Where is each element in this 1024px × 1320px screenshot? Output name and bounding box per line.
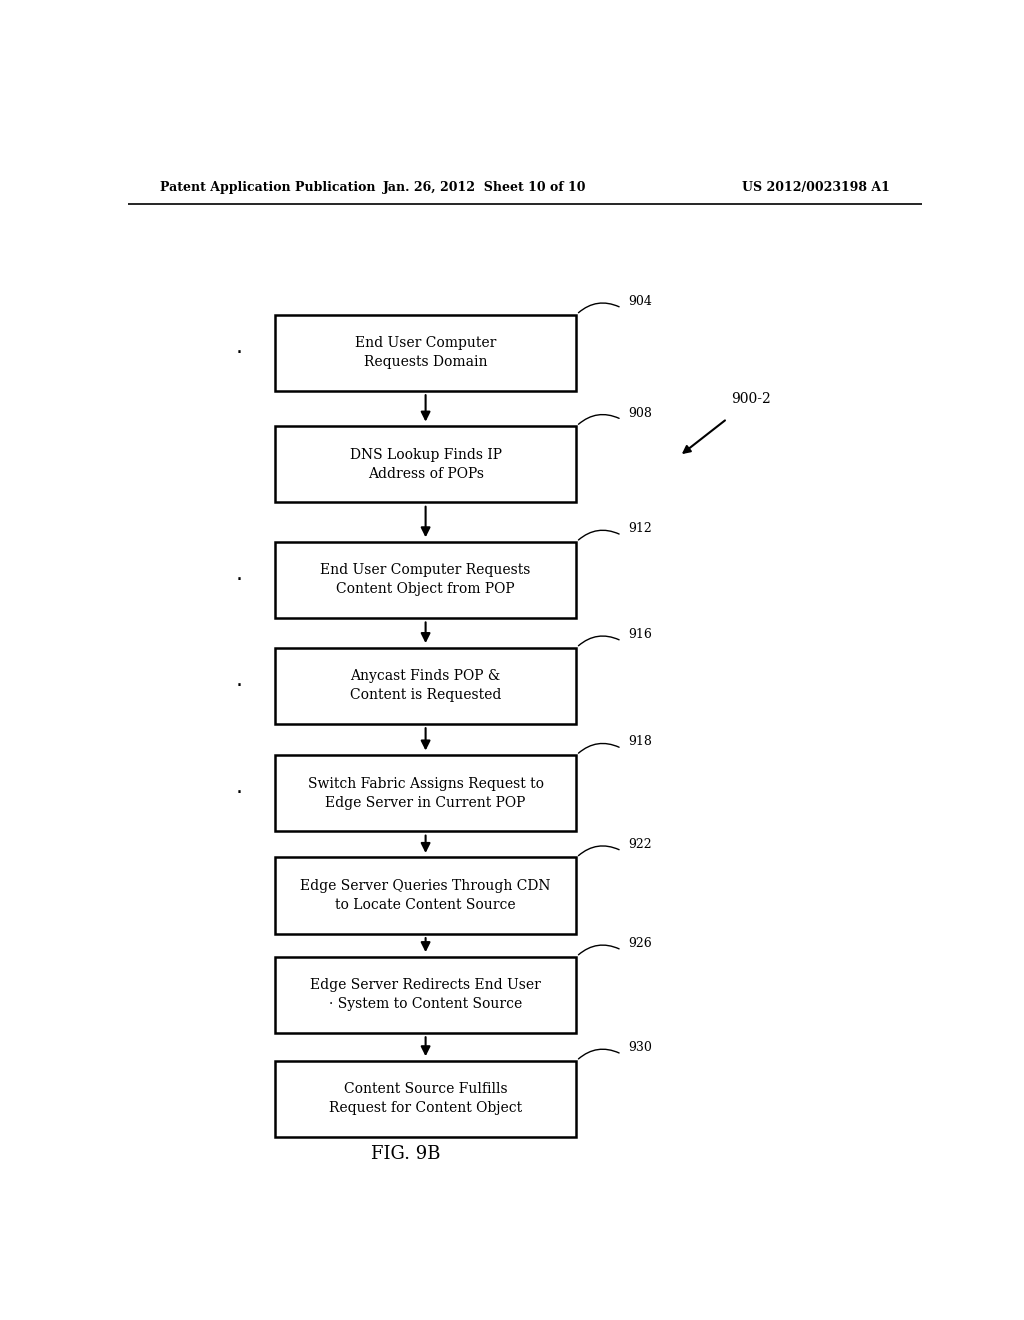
Bar xyxy=(274,426,577,502)
Text: DNS Lookup Finds IP
Address of POPs: DNS Lookup Finds IP Address of POPs xyxy=(349,447,502,480)
Text: ·: · xyxy=(236,570,243,590)
Bar xyxy=(274,648,577,723)
Text: Switch Fabric Assigns Request to
Edge Server in Current POP: Switch Fabric Assigns Request to Edge Se… xyxy=(307,776,544,809)
Text: 926: 926 xyxy=(628,937,651,950)
Text: ·: · xyxy=(236,343,243,363)
Text: Patent Application Publication: Patent Application Publication xyxy=(160,181,375,194)
Text: Edge Server Queries Through CDN
to Locate Content Source: Edge Server Queries Through CDN to Locat… xyxy=(300,879,551,912)
Text: 912: 912 xyxy=(628,523,651,535)
Bar xyxy=(274,541,577,618)
Text: Content Source Fulfills
Request for Content Object: Content Source Fulfills Request for Cont… xyxy=(329,1082,522,1115)
Text: 904: 904 xyxy=(628,294,652,308)
Text: 918: 918 xyxy=(628,735,652,748)
Text: 916: 916 xyxy=(628,628,652,642)
Text: US 2012/0023198 A1: US 2012/0023198 A1 xyxy=(742,181,890,194)
Text: 930: 930 xyxy=(628,1041,652,1055)
Bar xyxy=(274,314,577,391)
Text: End User Computer Requests
Content Object from POP: End User Computer Requests Content Objec… xyxy=(321,564,530,597)
Text: ·: · xyxy=(236,783,243,803)
Bar xyxy=(274,1061,577,1137)
Text: ·: · xyxy=(236,676,243,696)
Text: End User Computer
Requests Domain: End User Computer Requests Domain xyxy=(355,337,497,370)
Text: Jan. 26, 2012  Sheet 10 of 10: Jan. 26, 2012 Sheet 10 of 10 xyxy=(383,181,587,194)
Bar xyxy=(274,858,577,933)
Text: Anycast Finds POP &
Content is Requested: Anycast Finds POP & Content is Requested xyxy=(350,669,502,702)
Text: 908: 908 xyxy=(628,407,652,420)
Text: FIG. 9B: FIG. 9B xyxy=(371,1146,440,1163)
Text: 922: 922 xyxy=(628,838,651,851)
Bar xyxy=(274,755,577,832)
Text: Edge Server Redirects End User
· System to Content Source: Edge Server Redirects End User · System … xyxy=(310,978,541,1011)
Text: 900-2: 900-2 xyxy=(731,392,771,407)
Bar xyxy=(274,957,577,1032)
